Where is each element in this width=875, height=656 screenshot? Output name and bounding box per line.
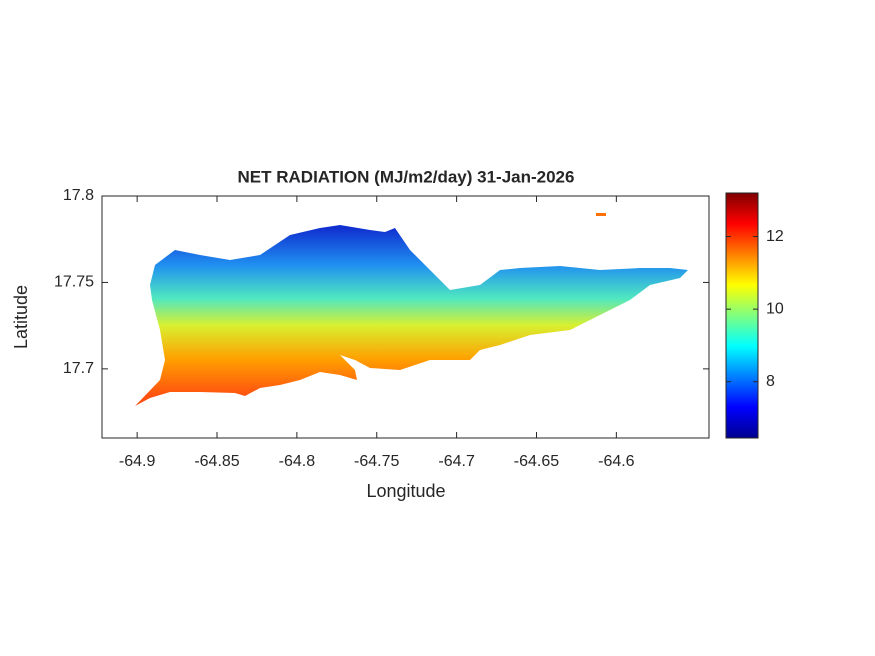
colorbar-tick-label: 10 — [766, 300, 784, 317]
x-tick-label: -64.6 — [598, 453, 635, 470]
chart-title: NET RADIATION (MJ/m2/day) 31-Jan-2026 — [238, 167, 575, 186]
x-tick-label: -64.9 — [119, 453, 156, 470]
x-tick-label: -64.8 — [279, 453, 316, 470]
y-tick-label: 17.8 — [63, 187, 94, 204]
x-tick-label: -64.65 — [514, 453, 559, 470]
colorbar-tick-label: 12 — [766, 228, 784, 245]
colorbar — [725, 192, 759, 439]
colorbar-tick-label: 8 — [766, 373, 775, 390]
y-tick-label: 17.75 — [54, 274, 94, 291]
x-axis-label: Longitude — [366, 481, 445, 501]
x-tick-label: -64.85 — [194, 453, 239, 470]
island-field — [135, 225, 688, 406]
x-tick-label: -64.75 — [354, 453, 399, 470]
islet — [596, 213, 606, 216]
axes-box — [101, 195, 710, 439]
x-tick-label: -64.7 — [438, 453, 475, 470]
y-tick-label: 17.7 — [63, 360, 94, 377]
y-axis-label: Latitude — [11, 285, 31, 349]
